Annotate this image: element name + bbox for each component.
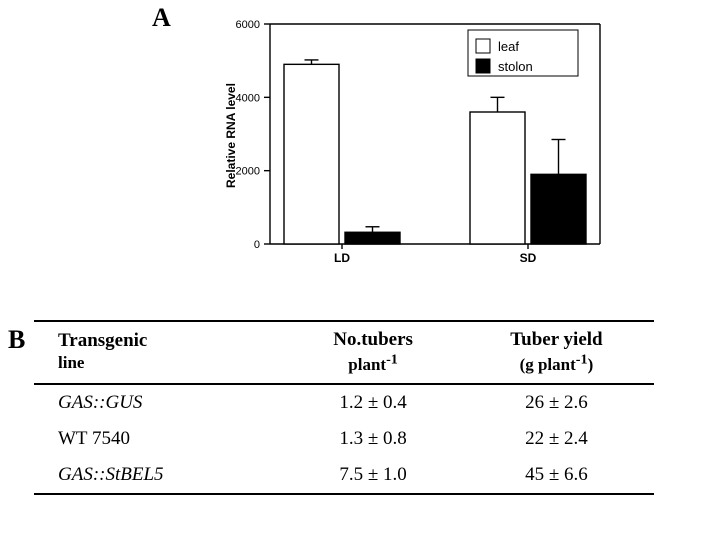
svg-text:6000: 6000: [236, 19, 260, 31]
rna-level-chart: Relative RNA level 0 2000 4000 6000 LD SD leaf…: [210, 8, 620, 288]
svg-text:stolon: stolon: [498, 59, 533, 74]
value-cell: 1.3 ± 0.8: [287, 421, 458, 457]
value-cell: 7.5 ± 1.0: [287, 457, 458, 494]
value-cell: 22 ± 2.4: [459, 421, 654, 457]
value-cell: 26 ± 2.6: [459, 384, 654, 421]
y-axis-label: Relative RNA level: [224, 78, 238, 188]
col-header: Transgenicline: [34, 321, 287, 384]
value-cell: 1.2 ± 0.4: [287, 384, 458, 421]
tuber-table: TransgeniclineNo.tubersplant-1Tuber yiel…: [34, 320, 654, 495]
svg-text:2000: 2000: [236, 166, 260, 178]
panel-a-label: A: [152, 3, 171, 33]
data-table: TransgeniclineNo.tubersplant-1Tuber yiel…: [34, 320, 654, 495]
line-name-cell: GAS::GUS: [34, 384, 287, 421]
panel-b-label: B: [8, 325, 25, 355]
svg-text:0: 0: [254, 239, 260, 251]
table-row: GAS::StBEL57.5 ± 1.045 ± 6.6: [34, 457, 654, 494]
table-row: GAS::GUS1.2 ± 0.426 ± 2.6: [34, 384, 654, 421]
table-row: WT 75401.3 ± 0.822 ± 2.4: [34, 421, 654, 457]
value-cell: 45 ± 6.6: [459, 457, 654, 494]
col-header: No.tubersplant-1: [287, 321, 458, 384]
line-name-cell: WT 7540: [34, 421, 287, 457]
col-header: Tuber yield(g plant-1): [459, 321, 654, 384]
svg-text:SD: SD: [520, 251, 537, 265]
svg-text:leaf: leaf: [498, 39, 519, 54]
svg-text:4000: 4000: [236, 92, 260, 104]
chart-svg: 0 2000 4000 6000 LD SD leaf stolon: [210, 8, 620, 288]
line-name-cell: GAS::StBEL5: [34, 457, 287, 494]
svg-text:LD: LD: [334, 251, 350, 265]
